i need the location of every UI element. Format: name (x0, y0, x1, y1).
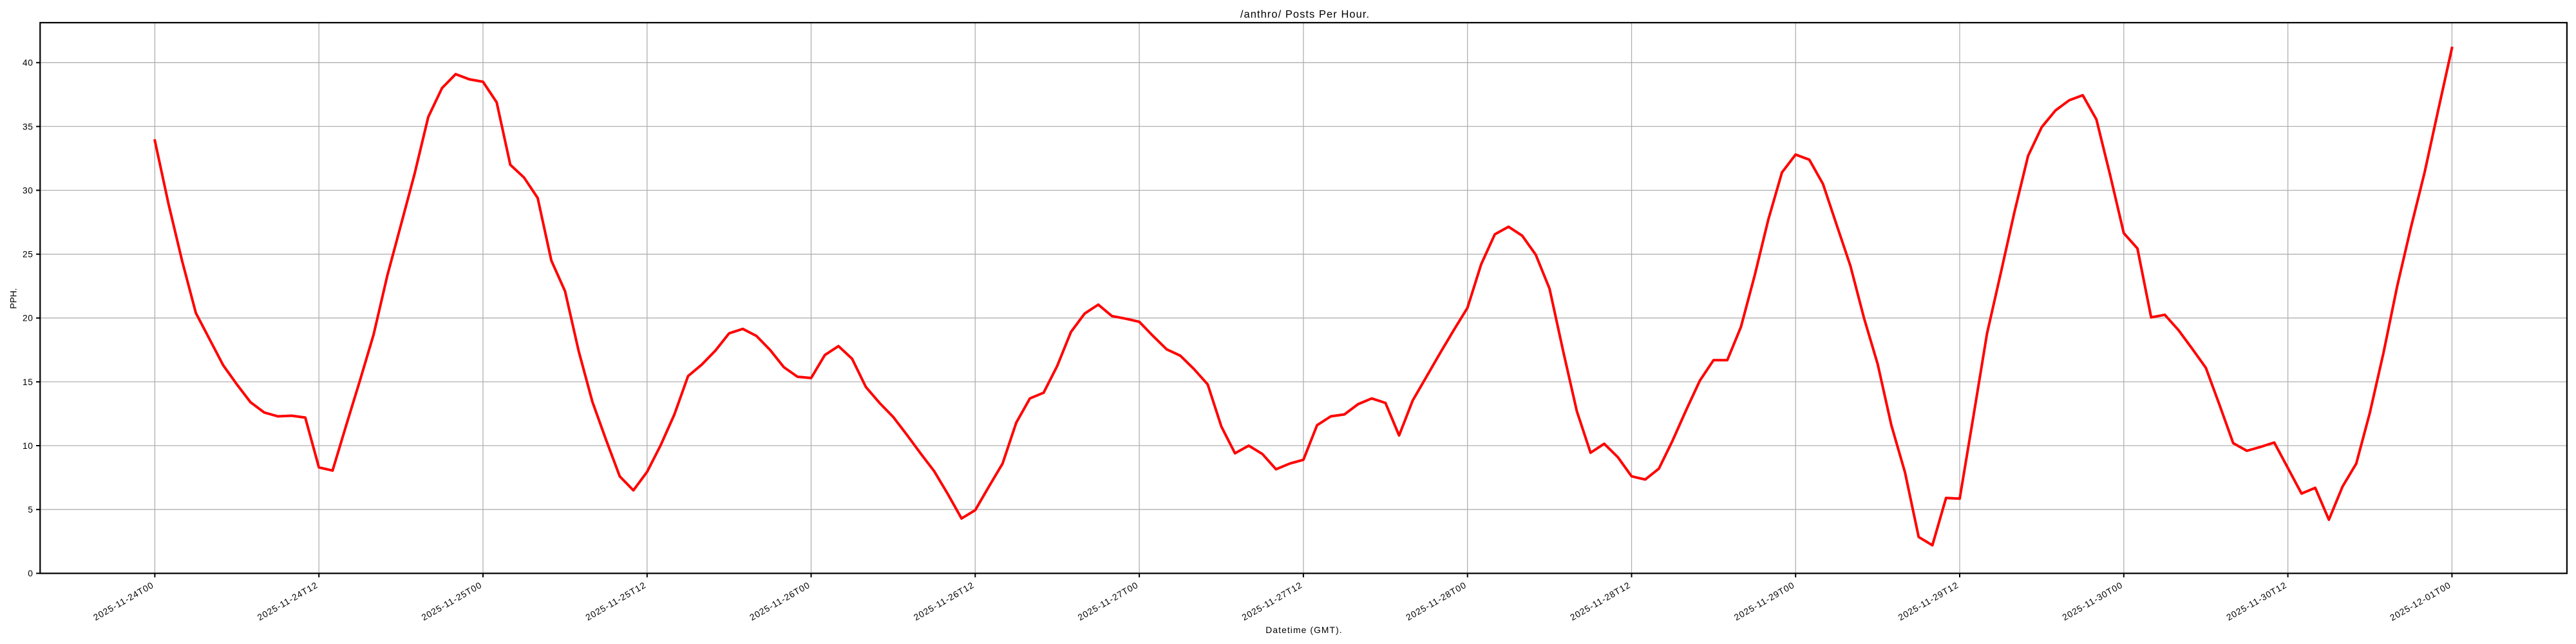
svg-text:40: 40 (23, 58, 33, 68)
svg-text:Datetime (GMT).: Datetime (GMT). (1265, 625, 1343, 635)
svg-text:30: 30 (23, 186, 33, 196)
svg-text:/anthro/ Posts Per Hour.: /anthro/ Posts Per Hour. (1240, 8, 1370, 20)
svg-text:35: 35 (23, 122, 33, 131)
svg-text:5: 5 (28, 505, 33, 515)
svg-text:0: 0 (28, 569, 33, 578)
svg-text:10: 10 (23, 441, 33, 451)
svg-text:20: 20 (23, 314, 33, 323)
svg-text:15: 15 (23, 377, 33, 387)
svg-text:PPH.: PPH. (8, 288, 18, 308)
svg-text:25: 25 (23, 250, 33, 260)
